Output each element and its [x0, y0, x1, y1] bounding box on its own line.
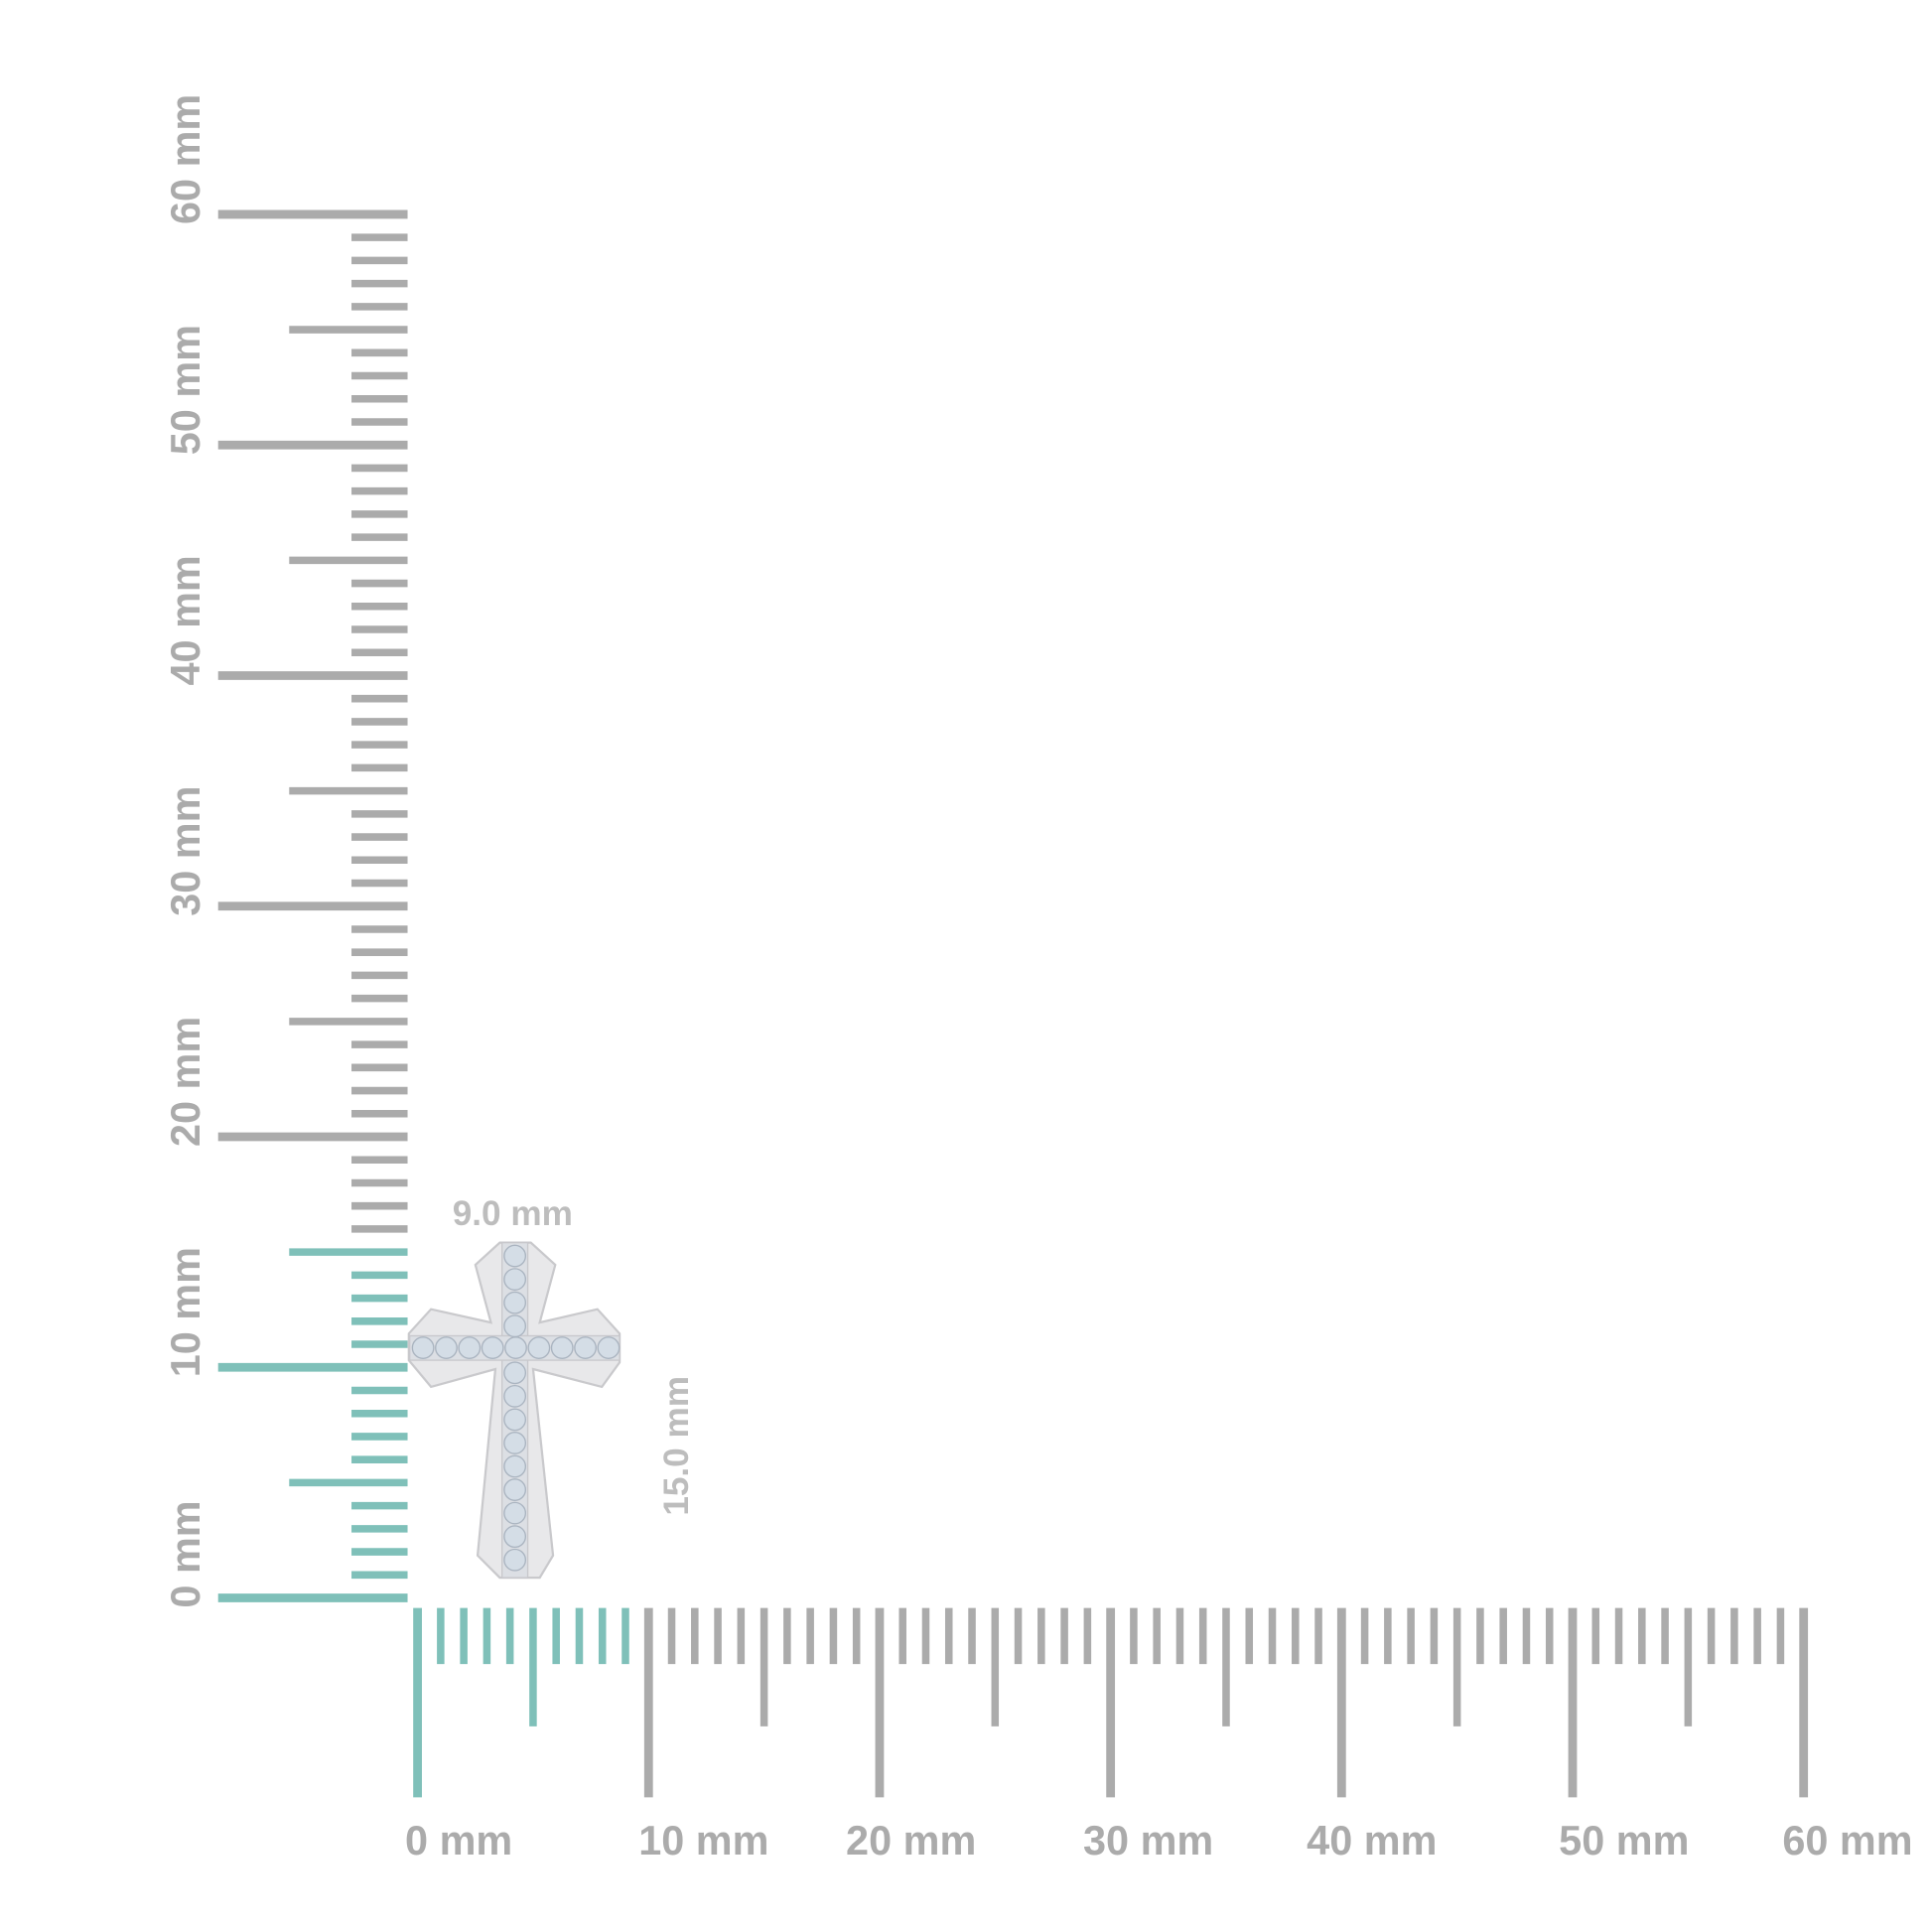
diamond-stone	[527, 1336, 551, 1359]
vertical-tick-label: 0 mm	[162, 1500, 208, 1607]
height-dimension-label: 15.0 mm	[657, 1376, 696, 1516]
diamond-stone	[435, 1336, 458, 1359]
horizontal-tick-label: 30 mm	[1083, 1817, 1213, 1863]
diamond-stone	[503, 1361, 527, 1385]
diamond-stone	[503, 1268, 527, 1291]
horizontal-tick-label: 10 mm	[638, 1817, 768, 1863]
diamond-stone	[503, 1501, 527, 1525]
horizontal-tick-label: 20 mm	[846, 1817, 976, 1863]
diamond-stone	[503, 1525, 527, 1549]
horizontal-ruler-labels: 0 mm 10 mm 20 mm 30 mm 40 mm 50 mm 60 mm	[405, 1817, 1913, 1863]
vertical-tick-label: 50 mm	[162, 325, 208, 455]
width-dimension-label: 9.0 mm	[453, 1194, 573, 1233]
diamond-stone	[503, 1384, 527, 1408]
cross-pendant-icon	[407, 1241, 621, 1580]
diamond-stone	[503, 1454, 527, 1478]
diamond-stone	[550, 1336, 574, 1359]
vertical-tick-label: 10 mm	[162, 1247, 208, 1377]
diamond-stone	[503, 1314, 527, 1338]
vertical-tick-label: 30 mm	[162, 786, 208, 916]
horizontal-tick-label: 0 mm	[405, 1817, 512, 1863]
horizontal-tick-label: 50 mm	[1559, 1817, 1689, 1863]
diamond-stone	[503, 1408, 527, 1432]
diamond-stone	[503, 1244, 527, 1268]
diamond-stone	[503, 1548, 527, 1572]
diamond-stone	[504, 1336, 527, 1359]
diamond-stone	[481, 1336, 504, 1359]
horizontal-tick-label: 40 mm	[1307, 1817, 1437, 1863]
horizontal-tick-label: 60 mm	[1782, 1817, 1912, 1863]
diamond-stone	[503, 1432, 527, 1454]
diamond-stone	[503, 1291, 527, 1314]
diamond-stone	[458, 1336, 482, 1359]
diamond-stone	[597, 1336, 621, 1359]
diamond-stone	[574, 1336, 597, 1359]
vertical-ruler	[217, 209, 408, 1602]
vertical-tick-label: 60 mm	[162, 94, 208, 224]
vertical-ruler-labels: 0 mm 10 mm 20 mm 30 mm 40 mm 50 mm 60 mm	[162, 94, 208, 1608]
diamond-stone	[503, 1478, 527, 1501]
vertical-tick-label: 20 mm	[162, 1017, 208, 1147]
diamond-stones	[411, 1244, 621, 1572]
vertical-tick-label: 40 mm	[162, 555, 208, 685]
diamond-stone	[411, 1336, 435, 1359]
horizontal-ruler	[413, 1607, 1809, 1798]
